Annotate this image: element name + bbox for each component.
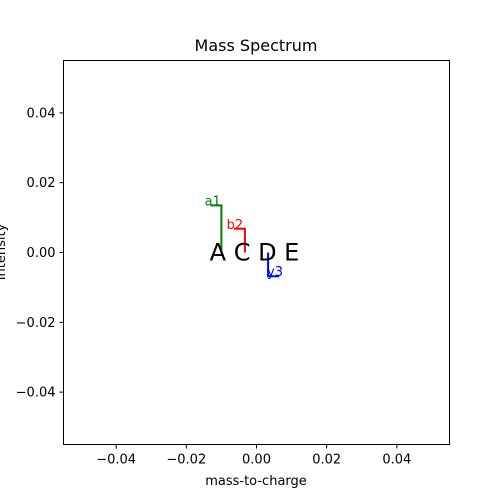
y-tick-label: −0.02 [16,316,56,331]
y-tick-label: −0.04 [16,386,56,401]
y-axis-label: Intensity [0,223,9,280]
chart-title: Mass Spectrum [195,36,318,55]
x-tick-label: 0.04 [382,453,411,468]
ion-label-a1: a1 [205,195,221,210]
x-tick-label: −0.02 [166,453,206,468]
y-axis: −0.04 −0.02 0.00 0.02 0.04 [16,106,64,401]
y-tick-label: 0.00 [27,246,56,261]
x-tick-label: 0.02 [312,453,341,468]
ion-marker-y3 [267,252,280,278]
peptide-sequence: A C D E [210,239,300,267]
fragment-ions: a1 b2 y3 [205,195,283,281]
x-tick-label: 0.00 [242,453,271,468]
ion-label-y3: y3 [267,265,283,280]
x-tick-label: −0.04 [96,453,136,468]
ion-marker-b2 [233,227,246,253]
x-axis: −0.04 −0.02 0.00 0.02 0.04 [96,444,411,468]
ion-label-b2: b2 [227,218,244,233]
ion-marker-a1 [210,204,223,253]
y-tick-label: 0.04 [27,106,56,121]
x-axis-label: mass-to-charge [205,474,307,489]
y-tick-label: 0.02 [27,176,56,191]
